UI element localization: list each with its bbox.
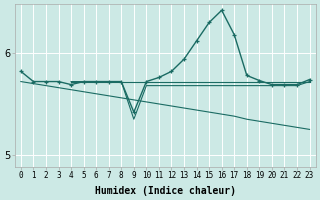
- X-axis label: Humidex (Indice chaleur): Humidex (Indice chaleur): [95, 186, 236, 196]
